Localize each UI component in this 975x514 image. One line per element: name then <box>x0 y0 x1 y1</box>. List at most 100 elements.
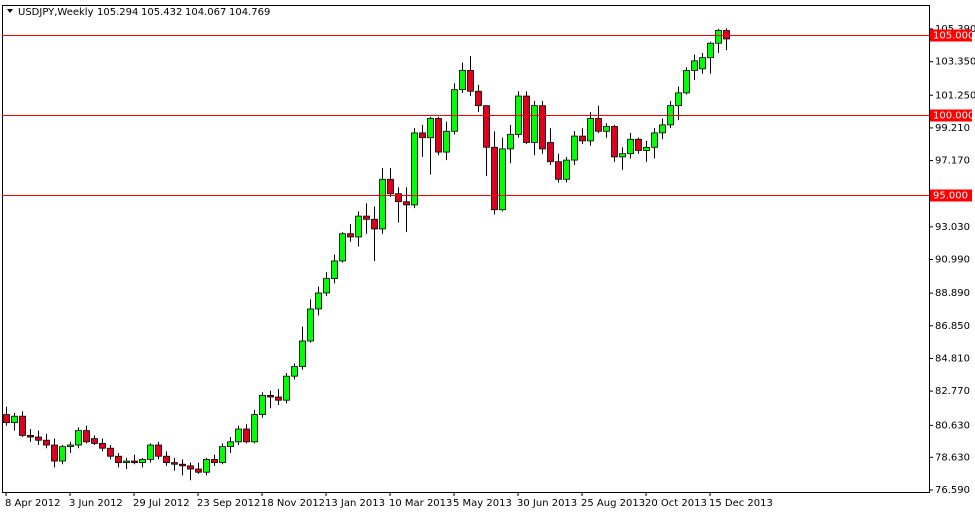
candle-body <box>643 146 650 151</box>
candle-body <box>507 134 514 150</box>
y-tick-label: 105.390 <box>935 24 975 35</box>
header-open: 105.294 <box>97 7 138 18</box>
candle-body <box>331 260 338 279</box>
candle-body <box>83 430 90 443</box>
candle-body <box>459 70 466 91</box>
candle-body <box>171 462 178 465</box>
candle-body <box>483 105 490 148</box>
x-tick-label: 8 Apr 2012 <box>5 498 60 509</box>
plot-frame <box>2 5 930 493</box>
candle-body <box>587 118 594 142</box>
candle-body <box>379 178 386 230</box>
candle-body <box>571 135 578 161</box>
y-tick-label: 99.210 <box>935 123 970 134</box>
candle-body <box>283 375 290 401</box>
y-tick-label: 80.630 <box>935 420 970 431</box>
candle-body <box>291 366 298 377</box>
level-label-box <box>930 109 972 122</box>
x-tick-label: 18 Nov 2012 <box>261 498 325 509</box>
candle-body <box>683 70 690 94</box>
y-tick-label: 78.630 <box>935 452 970 463</box>
candle-body <box>371 218 378 230</box>
x-tick-label: 13 Jan 2013 <box>325 498 385 509</box>
y-tick-label: 101.250 <box>935 90 975 101</box>
level-label-box <box>930 189 972 202</box>
menu-triangle[interactable] <box>7 9 13 13</box>
candle-body <box>275 396 282 401</box>
candle-body <box>699 57 706 70</box>
candle-body <box>3 414 10 424</box>
level-label: 100.000 <box>933 111 974 122</box>
x-tick-label: 25 Aug 2013 <box>581 498 645 509</box>
candle-body <box>707 42 714 59</box>
x-tick-label: 20 Oct 2013 <box>645 498 707 509</box>
candle-body <box>259 394 266 416</box>
level-label: 105.000 <box>933 31 974 42</box>
x-tick-label: 29 Jul 2012 <box>133 498 190 509</box>
candle-body <box>387 178 394 195</box>
candle-body <box>611 126 618 158</box>
candle-body <box>435 118 442 153</box>
header-close: 104.769 <box>229 7 270 18</box>
candle-body <box>251 414 258 443</box>
candle-body <box>267 394 274 398</box>
candle-body <box>579 135 586 142</box>
candle-body <box>723 30 730 40</box>
candle-body <box>347 233 354 238</box>
candle-body <box>635 138 642 151</box>
candle-body <box>139 459 146 464</box>
candle-body <box>51 444 58 462</box>
candle-body <box>235 428 242 443</box>
candle-body <box>35 436 42 441</box>
x-tick-label: 3 Jun 2012 <box>69 498 123 509</box>
candle-body <box>523 95 530 143</box>
candle-body <box>99 443 106 449</box>
candle-body <box>315 292 322 310</box>
candle-body <box>547 142 554 163</box>
candle-body <box>19 415 26 436</box>
candle-body <box>475 90 482 107</box>
y-tick-label: 88.890 <box>935 288 970 299</box>
y-tick-label: 93.030 <box>935 222 970 233</box>
candle-body <box>491 146 498 211</box>
level-label-box <box>930 29 972 42</box>
candle-body <box>555 161 562 180</box>
candle-body <box>651 132 658 148</box>
y-tick-label: 90.990 <box>935 254 970 265</box>
candle-body <box>147 444 154 460</box>
candle-body <box>411 132 418 206</box>
candle-body <box>163 455 170 464</box>
candle-body <box>427 118 434 139</box>
candle-body <box>227 441 234 448</box>
y-tick-label: 103.350 <box>935 57 975 68</box>
header-high: 105.432 <box>141 7 182 18</box>
x-tick-label: 15 Dec 2013 <box>709 498 773 509</box>
level-label: 95.000 <box>933 191 968 202</box>
candle-body <box>307 308 314 342</box>
candle-body <box>155 444 162 457</box>
header-low: 104.067 <box>185 7 226 18</box>
candle-body <box>563 159 570 180</box>
candle-body <box>11 415 18 424</box>
candle-body <box>675 92 682 107</box>
candle-body <box>115 455 122 464</box>
candle-body <box>299 340 306 367</box>
candle-body <box>467 70 474 92</box>
candle-body <box>443 130 450 153</box>
candle-body <box>203 459 210 473</box>
candle-body <box>219 446 226 464</box>
candle-body <box>107 447 114 457</box>
candle-body <box>355 215 362 238</box>
x-tick-label: 30 Jun 2013 <box>517 498 577 509</box>
candle-body <box>59 446 66 462</box>
candle-body <box>75 430 82 446</box>
y-tick-label: 86.850 <box>935 321 970 332</box>
candle-body <box>531 105 538 143</box>
candle-body <box>243 428 250 443</box>
candle-body <box>499 148 506 211</box>
candle-body <box>27 435 34 438</box>
candle-body <box>67 444 74 448</box>
candle-body <box>595 118 602 132</box>
